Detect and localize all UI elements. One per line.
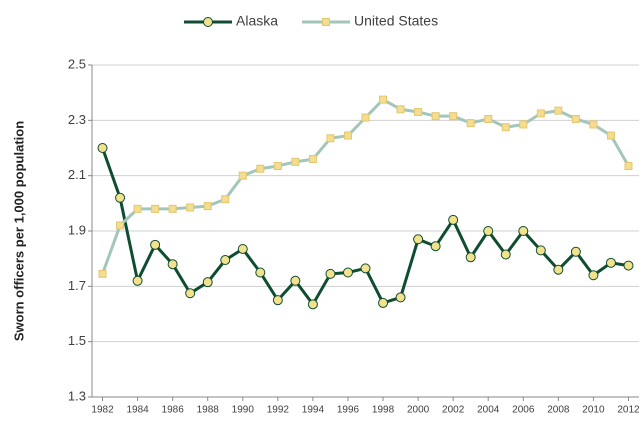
point: [413, 234, 424, 245]
point: [484, 114, 493, 123]
point: [185, 288, 196, 299]
y-axis-label: Sworn officers per 1,000 population: [11, 121, 26, 341]
point: [536, 109, 545, 118]
point: [501, 123, 510, 132]
point: [291, 157, 300, 166]
point: [150, 239, 161, 250]
point: [519, 120, 528, 129]
point: [465, 252, 476, 263]
x-tick-label: 1986: [162, 405, 185, 416]
point: [449, 112, 458, 121]
point: [518, 226, 529, 236]
point: [624, 161, 633, 170]
point: [570, 246, 581, 257]
point: [588, 270, 599, 281]
point: [343, 131, 352, 140]
point: [167, 259, 178, 270]
legend-marker: [203, 17, 213, 27]
point: [202, 277, 213, 288]
point: [255, 267, 266, 278]
point: [361, 113, 370, 122]
point: [326, 134, 335, 143]
x-tick-label: 2000: [407, 405, 430, 416]
x-tick-label: 1992: [267, 405, 290, 416]
point: [535, 245, 546, 256]
point: [379, 95, 388, 104]
x-tick-label: 1990: [232, 405, 255, 416]
point: [342, 267, 353, 278]
y-tick-label: 1.3: [68, 388, 86, 403]
point: [483, 226, 494, 236]
point: [256, 164, 265, 173]
point: [238, 171, 247, 180]
point: [500, 249, 511, 260]
y-tick-label: 1.9: [68, 222, 86, 237]
point: [553, 264, 564, 275]
series-line: [101, 147, 629, 308]
point: [554, 106, 563, 115]
point: [605, 257, 616, 268]
point: [221, 195, 230, 204]
x-tick-label: 1988: [197, 405, 220, 416]
point: [203, 202, 212, 211]
x-tick-label: 1998: [372, 405, 395, 416]
point: [589, 120, 598, 129]
y-tick-label: 1.5: [68, 333, 86, 348]
point: [395, 292, 406, 303]
x-tick-label: 1982: [91, 405, 114, 416]
series-line: [101, 97, 630, 275]
point: [414, 108, 423, 117]
y-tick-label: 2.1: [68, 167, 86, 182]
y-tick-label: 2.5: [68, 56, 86, 71]
point: [448, 214, 459, 225]
x-tick-label: 2012: [617, 405, 640, 416]
y-tick-label: 2.3: [68, 112, 86, 127]
point: [325, 268, 336, 279]
point: [606, 131, 615, 140]
x-tick-label: 1984: [126, 405, 149, 416]
x-tick-label: 2008: [547, 405, 570, 416]
point: [360, 263, 371, 274]
point: [132, 275, 143, 286]
point: [168, 204, 177, 213]
point: [290, 275, 301, 286]
point: [98, 269, 107, 278]
point: [623, 260, 634, 271]
point: [97, 143, 108, 153]
x-tick-label: 2004: [477, 405, 500, 416]
point: [151, 204, 160, 213]
x-tick-label: 1996: [337, 405, 360, 416]
point: [308, 155, 317, 164]
legend-label: United States: [354, 13, 438, 29]
point: [133, 204, 142, 213]
point: [431, 112, 440, 121]
point: [378, 297, 389, 308]
point: [466, 119, 475, 128]
legend-label: Alaska: [236, 13, 278, 29]
point: [116, 221, 125, 230]
point: [430, 241, 441, 252]
x-tick-label: 2010: [582, 405, 605, 416]
point: [186, 203, 195, 212]
point: [237, 243, 248, 254]
point: [396, 105, 405, 114]
point: [272, 295, 283, 306]
y-tick-label: 1.7: [68, 278, 86, 293]
point: [571, 114, 580, 123]
x-tick-label: 2006: [512, 405, 535, 416]
point: [115, 192, 126, 203]
legend-marker: [322, 18, 331, 26]
point: [220, 255, 231, 266]
x-tick-label: 1994: [302, 405, 325, 416]
x-tick-label: 2002: [442, 405, 465, 416]
point: [273, 161, 282, 170]
point: [307, 299, 318, 310]
